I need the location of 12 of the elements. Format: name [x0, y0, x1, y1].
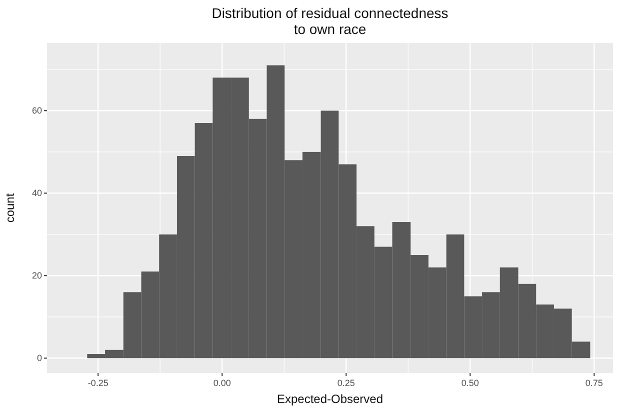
- y-axis-title: count: [3, 192, 17, 223]
- x-axis-title: Expected-Observed: [276, 392, 384, 406]
- y-tick-label: 0: [36, 353, 42, 364]
- y-tick-label: 60: [32, 106, 42, 116]
- x-tick-label: 0.75: [585, 378, 603, 388]
- y-tick-label: 20: [32, 270, 42, 281]
- x-tick-label: 0.50: [461, 378, 479, 388]
- chart-title: Distribution of residual connectedness to own race: [212, 5, 448, 37]
- x-tick-label: 0.25: [337, 378, 355, 388]
- y-tick-label: 40: [32, 188, 42, 198]
- x-tick-label: -0.25: [88, 378, 108, 388]
- x-tick-label: 0.00: [213, 378, 231, 388]
